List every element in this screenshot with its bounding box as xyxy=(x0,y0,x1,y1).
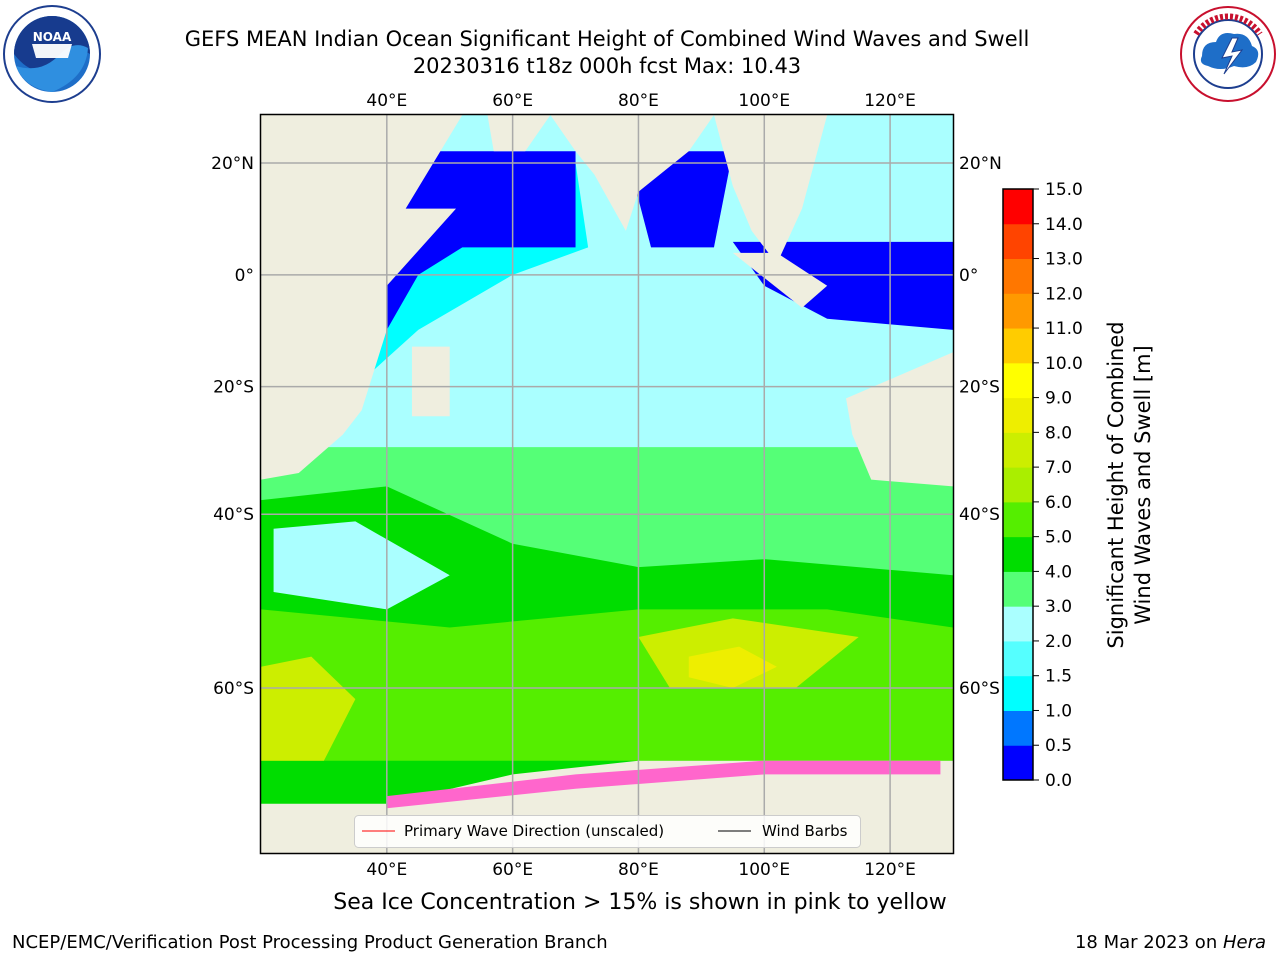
colorbar-tick-label-4: 2.0 xyxy=(1045,632,1072,652)
map-frame xyxy=(259,113,955,855)
colorbar-segment-1 xyxy=(1003,710,1033,746)
legend-barb-label: Wind Barbs xyxy=(762,822,848,840)
colorbar-tick-label-14: 12.0 xyxy=(1045,284,1083,304)
noaa-logo: NOAA xyxy=(3,5,101,103)
colorbar-label-line1: Significant Height of Combined xyxy=(1104,321,1128,649)
lon-tick-bottom-2: 80°E xyxy=(618,860,659,880)
chart-subtitle: 20230316 t18z 000h fcst Max: 10.43 xyxy=(412,54,802,78)
noaa-logo-text: NOAA xyxy=(33,30,72,44)
wave-band-arabian-0m xyxy=(386,151,576,330)
wave-band-8m xyxy=(688,646,777,689)
axis-ticks: 40°E 40°E 60°E 60°E 80°E 80°E 100°E 100°E 120°E 1… xyxy=(211,91,1002,880)
colorbar-segment-8 xyxy=(1003,467,1033,503)
map-area xyxy=(261,115,953,853)
colorbar-segment-5 xyxy=(1003,571,1033,607)
land-southeast-asia xyxy=(713,115,828,264)
lon-tick-bottom-4: 120°E xyxy=(864,860,916,880)
land-madagascar xyxy=(411,346,450,417)
colorbar-tick-label-11: 9.0 xyxy=(1045,389,1072,409)
colorbar-segment-14 xyxy=(1003,258,1033,294)
footer-date: 18 Mar 2023 on Hera xyxy=(1075,932,1266,953)
colorbar-segment-15 xyxy=(1003,223,1033,260)
colorbar-tick-label-0: 0.0 xyxy=(1045,771,1072,791)
lon-tick-bottom-3: 100°E xyxy=(738,860,790,880)
colorbar-segment-7 xyxy=(1003,501,1033,538)
colorbar-tick-label-2: 1.0 xyxy=(1045,701,1072,721)
lon-tick-top-2: 80°E xyxy=(618,91,659,111)
lon-tick-top-1: 60°E xyxy=(492,91,533,111)
colorbar-tick-label-5: 3.0 xyxy=(1045,597,1072,617)
sea-ice-edge xyxy=(386,760,941,809)
lon-tick-bottom-1: 60°E xyxy=(492,860,533,880)
colorbar-segment-0 xyxy=(1003,745,1033,781)
colorbar-segment-16 xyxy=(1003,189,1033,225)
wave-band-west-7m xyxy=(261,656,356,761)
lat-tick-right-3: 40°S xyxy=(959,505,1000,525)
lat-tick-right-1: 0° xyxy=(959,266,978,286)
lon-tick-top-4: 120°E xyxy=(864,91,916,111)
colorbar-tick-label-16: 14.0 xyxy=(1045,215,1083,235)
colorbar-segment-9 xyxy=(1003,432,1033,468)
colorbar-tick-label-7: 5.0 xyxy=(1045,528,1072,548)
colorbar-tick-label-1: 0.5 xyxy=(1045,736,1072,756)
footer-credit: NCEP/EMC/Verification Post Processing Pr… xyxy=(12,932,608,953)
footer-date-prefix: 18 Mar 2023 on xyxy=(1074,932,1223,953)
land-arabia xyxy=(487,115,551,152)
nws-logo xyxy=(1180,6,1276,102)
colorbar-segment-2 xyxy=(1003,675,1033,711)
lat-tick-left-3: 40°S xyxy=(213,505,254,525)
wave-band-5m xyxy=(261,609,953,761)
colorbar-tick-label-15: 13.0 xyxy=(1045,250,1083,270)
colorbar-segment-6 xyxy=(1003,536,1033,572)
lat-tick-left-2: 20°S xyxy=(213,378,254,398)
colorbar-label-line2: Wind Waves and Swell [m] xyxy=(1131,345,1155,625)
wave-band-west-2m xyxy=(273,521,450,610)
lat-tick-left-1: 0° xyxy=(235,266,254,286)
colorbar-tick-label-17: 15.0 xyxy=(1045,180,1083,200)
ice-caption: Sea Ice Concentration > 15% is shown in … xyxy=(333,890,947,915)
colorbar-tick-label-9: 7.0 xyxy=(1045,458,1072,478)
lat-tick-right-0: 20°N xyxy=(959,154,1002,174)
land-australia xyxy=(846,352,953,487)
colorbar-tick-label-3: 1.5 xyxy=(1045,667,1072,687)
colorbar-tick-label-13: 11.0 xyxy=(1045,319,1083,339)
colorbar: 0.0 0.5 1.0 1.5 2.0 3.0 4.0 5.0 6.0 7.0 8.0 9.0 10.0… xyxy=(1002,180,1083,791)
colorbar-segment-3 xyxy=(1003,640,1033,677)
land-sumatra xyxy=(732,252,828,308)
lat-tick-left-0: 20°N xyxy=(211,154,254,174)
colorbar-segment-12 xyxy=(1003,328,1033,364)
land-india xyxy=(550,115,714,231)
footer-date-host: Hera xyxy=(1222,932,1266,953)
lon-tick-bottom-0: 40°E xyxy=(366,860,407,880)
land-africa xyxy=(261,115,463,480)
lat-tick-right-4: 60°S xyxy=(959,679,1000,699)
colorbar-tick-label-12: 10.0 xyxy=(1045,354,1083,374)
legend-wave-label: Primary Wave Direction (unscaled) xyxy=(404,822,664,840)
lon-tick-top-0: 40°E xyxy=(366,91,407,111)
colorbar-frame xyxy=(1002,188,1034,781)
legend: Primary Wave Direction (unscaled) Wind B… xyxy=(354,815,861,848)
colorbar-tick-label-8: 6.0 xyxy=(1045,493,1072,513)
colorbar-segment-13 xyxy=(1003,293,1033,329)
colorbar-segment-11 xyxy=(1003,362,1033,399)
lat-tick-left-4: 60°S xyxy=(213,679,254,699)
chart-title: GEFS MEAN Indian Ocean Significant Heigh… xyxy=(184,27,1030,51)
colorbar-tick-label-6: 4.0 xyxy=(1045,562,1072,582)
lat-tick-right-2: 20°S xyxy=(959,378,1000,398)
lon-tick-top-3: 100°E xyxy=(738,91,790,111)
colorbar-tick-label-10: 8.0 xyxy=(1045,423,1072,443)
colorbar-segment-4 xyxy=(1003,606,1033,642)
colorbar-segment-10 xyxy=(1003,397,1033,433)
